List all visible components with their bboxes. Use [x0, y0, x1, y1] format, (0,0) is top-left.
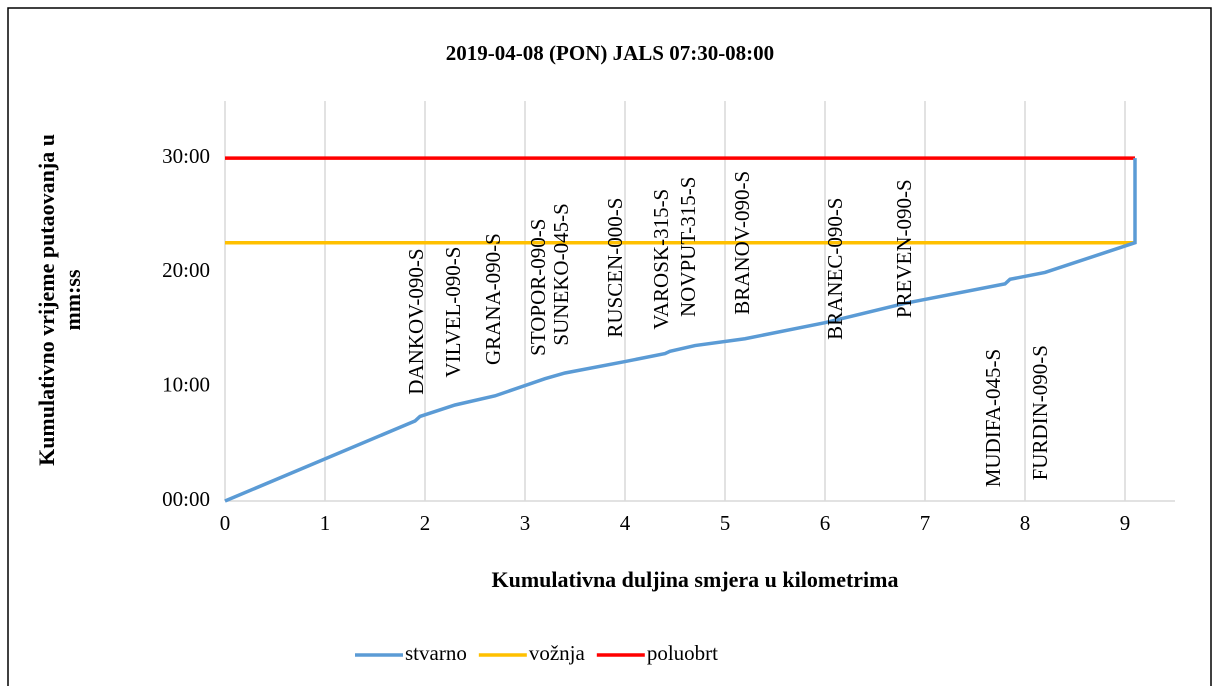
- x-tick-label: 8: [1020, 511, 1031, 535]
- stop-label: VAROSK-315-S: [649, 189, 673, 330]
- legend: stvarno vožnja poluobrt: [355, 641, 718, 665]
- x-axis-title: Kumulativna duljina smjera u kilometrima: [491, 567, 898, 592]
- x-tick-label: 1: [320, 511, 331, 535]
- y-axis-title-line: mm:ss: [60, 269, 85, 331]
- stop-label: VILVEL-090-S: [441, 247, 465, 378]
- stop-label: RUSCEN-000-S: [603, 198, 627, 338]
- stop-label: BRANOV-090-S: [730, 171, 754, 315]
- stop-label: PREVEN-090-S: [892, 179, 916, 318]
- y-tick-label: 10:00: [162, 373, 210, 397]
- legend-label: vožnja: [529, 641, 586, 665]
- stop-label: NOVPUT-315-S: [676, 177, 700, 317]
- y-tick-label: 20:00: [162, 258, 210, 282]
- y-axis-title-line: Kumulativno vrijeme putaovanja u: [34, 134, 59, 466]
- x-tick-label: 7: [920, 511, 931, 535]
- stop-label: BRANEC-090-S: [823, 197, 847, 339]
- x-tick-label: 5: [720, 511, 731, 535]
- x-tick-label: 6: [820, 511, 831, 535]
- x-tick-label: 3: [520, 511, 531, 535]
- x-tick-label: 9: [1120, 511, 1131, 535]
- stop-label: FURDIN-090-S: [1028, 345, 1052, 480]
- stop-label: STOPOR-090-S: [526, 219, 550, 356]
- stop-label: MUDIFA-045-S: [981, 349, 1005, 487]
- series-line: [224, 158, 1137, 503]
- legend-label: poluobrt: [647, 641, 718, 665]
- x-tick-label: 2: [420, 511, 431, 535]
- stop-label: GRANA-090-S: [481, 233, 505, 365]
- x-tick-label: 0: [220, 511, 231, 535]
- y-tick-label: 00:00: [162, 487, 210, 511]
- stop-label: DANKOV-090-S: [404, 248, 428, 394]
- y-tick-label: 30:00: [162, 144, 210, 168]
- y-axis-title: Kumulativno vrijeme putaovanja umm:ss: [34, 134, 85, 466]
- x-tick-label: 4: [620, 511, 631, 535]
- chart-border: [7, 7, 1212, 686]
- legend-label: stvarno: [405, 641, 467, 665]
- stop-label: SUNEKO-045-S: [549, 203, 573, 345]
- chart-title: 2019-04-08 (PON) JALS 07:30-08:00: [446, 41, 774, 65]
